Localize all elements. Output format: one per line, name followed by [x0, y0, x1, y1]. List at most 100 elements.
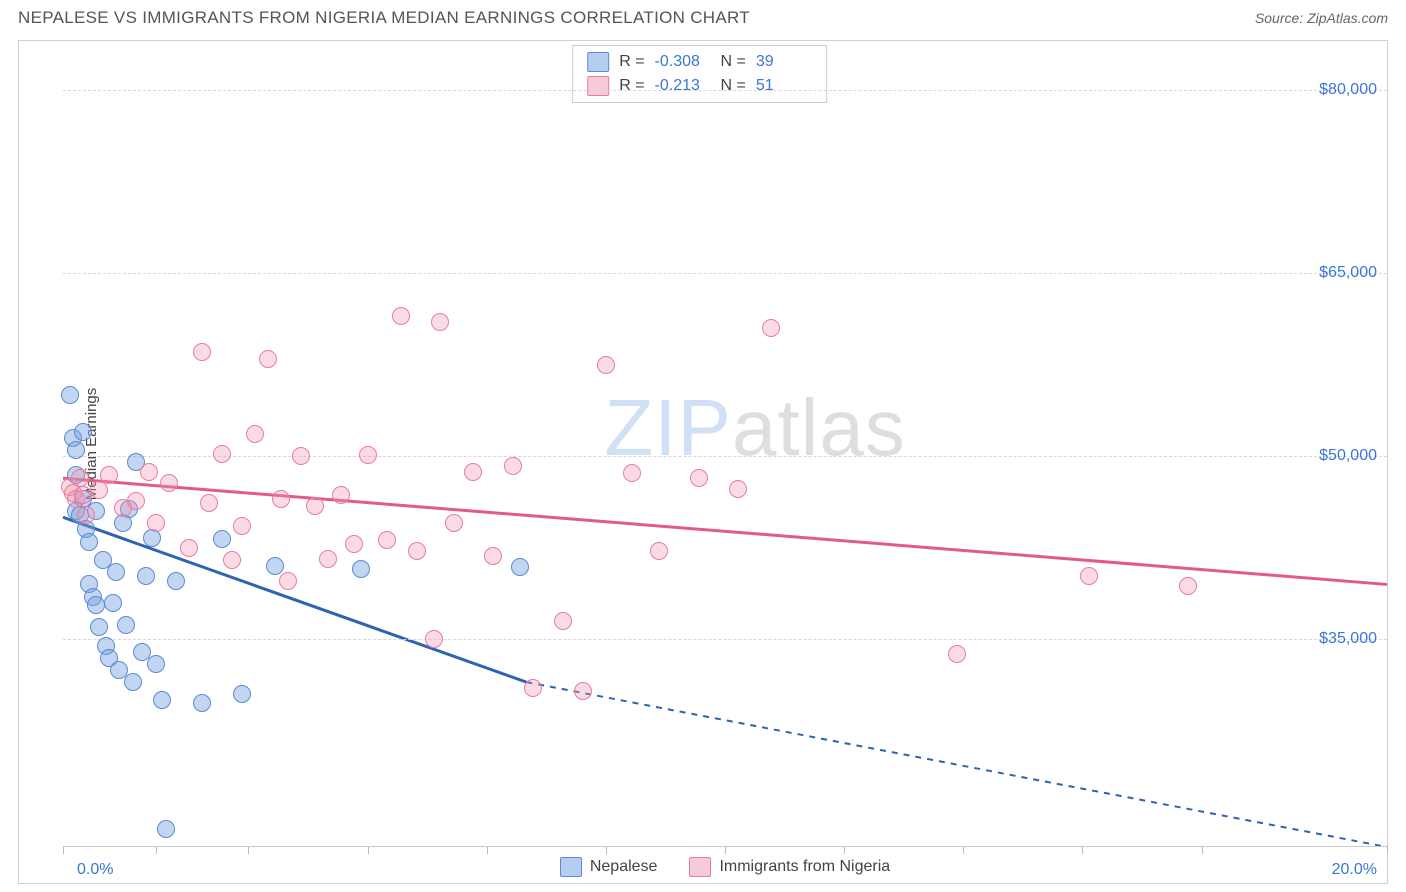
- scatter-point: [140, 463, 158, 481]
- scatter-point: [650, 542, 668, 560]
- scatter-point: [524, 679, 542, 697]
- scatter-point: [554, 612, 572, 630]
- scatter-point: [762, 319, 780, 337]
- y-tick-label: $80,000: [1319, 81, 1377, 99]
- chart-container: Median Earnings ZIPatlas 0.0%20.0% R = -…: [18, 40, 1388, 884]
- scatter-point: [180, 539, 198, 557]
- r-label: R =: [619, 53, 644, 71]
- scatter-point: [445, 514, 463, 532]
- scatter-point: [77, 506, 95, 524]
- x-axis: 0.0%20.0%: [63, 846, 1387, 847]
- legend-item-nigeria: Immigrants from Nigeria: [689, 857, 890, 877]
- scatter-point: [127, 492, 145, 510]
- scatter-point: [80, 533, 98, 551]
- scatter-point: [345, 535, 363, 553]
- trend-line-solid: [63, 517, 526, 682]
- scatter-point: [623, 464, 641, 482]
- legend-label: Immigrants from Nigeria: [719, 858, 890, 876]
- gridline: [63, 639, 1387, 640]
- scatter-point: [223, 551, 241, 569]
- x-tick: [963, 847, 964, 854]
- scatter-point: [74, 486, 92, 504]
- scatter-point: [948, 645, 966, 663]
- scatter-point: [392, 307, 410, 325]
- scatter-point: [359, 446, 377, 464]
- scatter-point: [272, 490, 290, 508]
- n-label: N =: [721, 77, 746, 95]
- scatter-point: [61, 386, 79, 404]
- trend-lines-svg: [63, 41, 1387, 847]
- scatter-point: [90, 618, 108, 636]
- plot-area: Median Earnings ZIPatlas 0.0%20.0% R = -…: [63, 41, 1387, 847]
- scatter-point: [574, 682, 592, 700]
- scatter-point: [511, 558, 529, 576]
- scatter-point: [266, 557, 284, 575]
- scatter-point: [137, 567, 155, 585]
- scatter-point: [431, 313, 449, 331]
- scatter-point: [167, 572, 185, 590]
- x-tick: [844, 847, 845, 854]
- x-tick: [487, 847, 488, 854]
- scatter-point: [690, 469, 708, 487]
- scatter-point: [147, 655, 165, 673]
- scatter-point: [67, 441, 85, 459]
- scatter-point: [729, 480, 747, 498]
- scatter-point: [147, 514, 165, 532]
- trend-line-dashed: [526, 682, 1387, 847]
- scatter-point: [279, 572, 297, 590]
- scatter-point: [200, 494, 218, 512]
- series-legend: Nepalese Immigrants from Nigeria: [63, 857, 1387, 877]
- r-value-blue: -0.308: [655, 53, 711, 71]
- x-tick: [606, 847, 607, 854]
- scatter-point: [193, 343, 211, 361]
- scatter-point: [213, 445, 231, 463]
- n-label: N =: [721, 53, 746, 71]
- swatch-blue-icon: [560, 857, 582, 877]
- x-tick: [1082, 847, 1083, 854]
- stats-legend: R = -0.308 N = 39 R = -0.213 N = 51: [572, 45, 827, 103]
- scatter-point: [90, 481, 108, 499]
- n-value-blue: 39: [756, 53, 812, 71]
- x-tick: [1202, 847, 1203, 854]
- x-tick: [725, 847, 726, 854]
- scatter-point: [71, 469, 89, 487]
- stats-row-blue: R = -0.308 N = 39: [573, 50, 826, 74]
- scatter-point: [425, 630, 443, 648]
- scatter-point: [124, 673, 142, 691]
- scatter-point: [233, 517, 251, 535]
- x-tick: [368, 847, 369, 854]
- r-label: R =: [619, 77, 644, 95]
- x-tick: [156, 847, 157, 854]
- n-value-pink: 51: [756, 77, 812, 95]
- scatter-point: [259, 350, 277, 368]
- scatter-point: [378, 531, 396, 549]
- scatter-point: [1080, 567, 1098, 585]
- scatter-point: [504, 457, 522, 475]
- scatter-point: [332, 486, 350, 504]
- scatter-point: [104, 594, 122, 612]
- scatter-point: [87, 596, 105, 614]
- x-tick: [1387, 847, 1388, 854]
- x-tick: [63, 847, 64, 854]
- scatter-point: [153, 691, 171, 709]
- scatter-point: [160, 474, 178, 492]
- scatter-point: [319, 550, 337, 568]
- scatter-point: [107, 563, 125, 581]
- scatter-point: [193, 694, 211, 712]
- gridline: [63, 90, 1387, 91]
- scatter-point: [100, 466, 118, 484]
- chart-source: Source: ZipAtlas.com: [1255, 10, 1388, 26]
- chart-title: NEPALESE VS IMMIGRANTS FROM NIGERIA MEDI…: [18, 8, 750, 28]
- gridline: [63, 456, 1387, 457]
- scatter-point: [306, 497, 324, 515]
- scatter-point: [157, 820, 175, 838]
- y-tick-label: $35,000: [1319, 630, 1377, 648]
- scatter-point: [1179, 577, 1197, 595]
- x-tick: [248, 847, 249, 854]
- stats-row-pink: R = -0.213 N = 51: [573, 74, 826, 98]
- scatter-point: [408, 542, 426, 560]
- chart-header: NEPALESE VS IMMIGRANTS FROM NIGERIA MEDI…: [0, 0, 1406, 32]
- scatter-point: [213, 530, 231, 548]
- scatter-point: [246, 425, 264, 443]
- legend-label: Nepalese: [590, 858, 658, 876]
